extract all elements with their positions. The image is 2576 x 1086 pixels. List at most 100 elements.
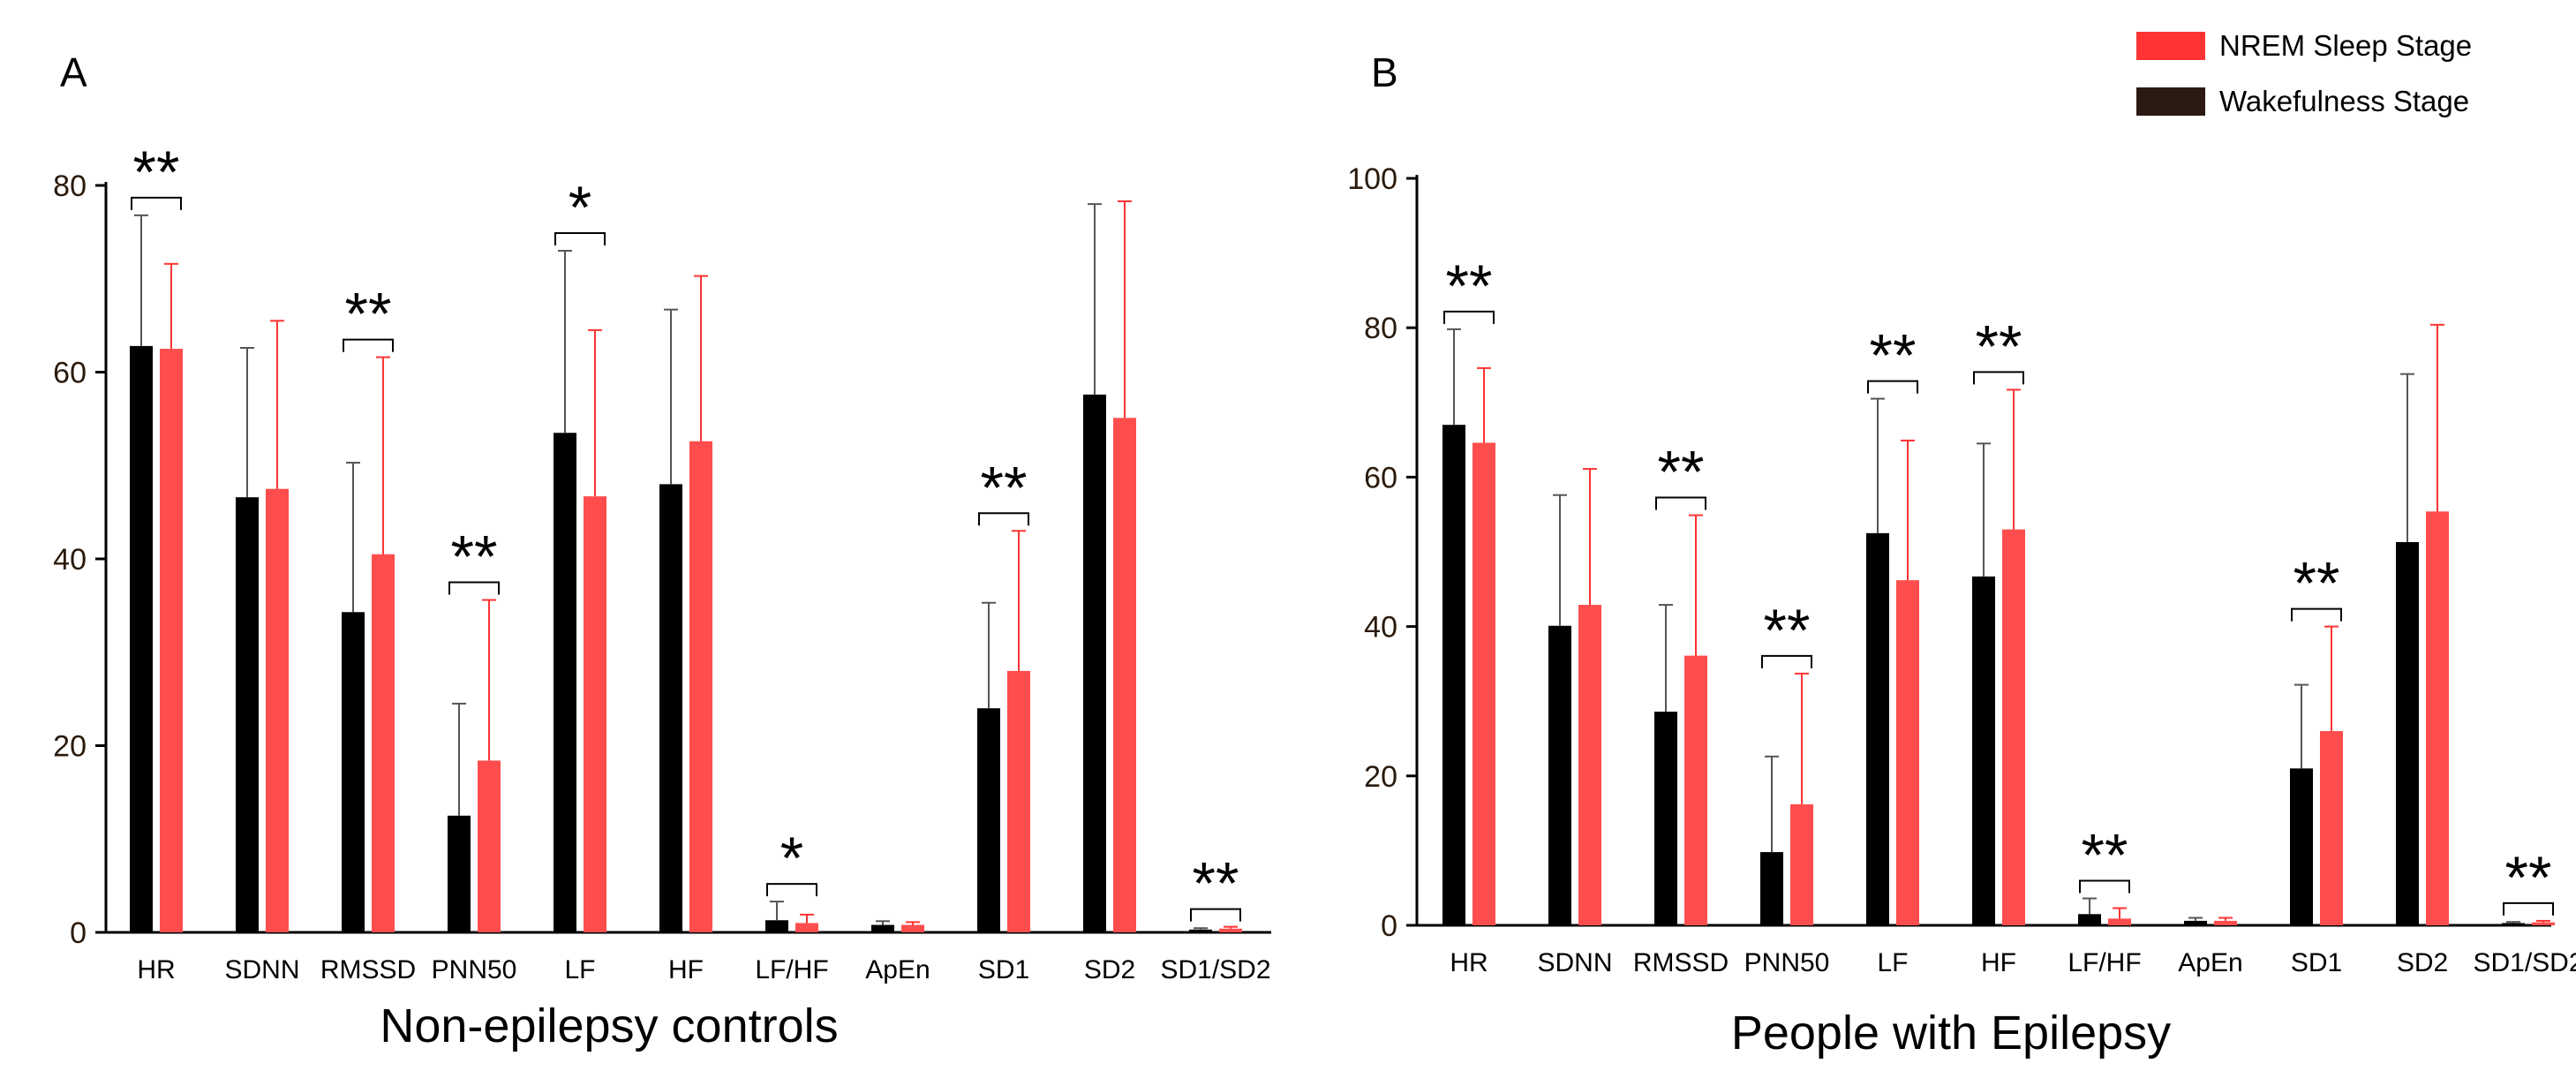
significance-label-lf: ** bbox=[1870, 322, 1917, 389]
panel-b: B 0 20 40 60 80 100 HR ** SDNN RMSSD ** PNN50 ** LF ** H… bbox=[1347, 49, 2576, 1060]
bar-nrem-sdnn bbox=[266, 488, 289, 932]
significance-label-sd1-sd2: ** bbox=[1193, 850, 1239, 917]
bar-wake-sd2 bbox=[1083, 394, 1106, 932]
legend-swatch-wake bbox=[2136, 87, 2205, 116]
bar-wake-sd1-sd2 bbox=[1189, 929, 1212, 932]
bar-nrem-rmssd bbox=[1684, 655, 1707, 925]
y-tick-label: 60 bbox=[1364, 461, 1397, 494]
y-tick-label: 20 bbox=[53, 730, 87, 764]
x-axis-title: Non-epilepsy controls bbox=[380, 999, 838, 1052]
bar-nrem-pnn50 bbox=[1790, 803, 1813, 925]
y-tick-label: 60 bbox=[53, 357, 87, 390]
bar-nrem-sd2 bbox=[1113, 418, 1136, 932]
x-tick-label: ApEn bbox=[2178, 948, 2242, 977]
significance-label-hf: ** bbox=[1976, 313, 2022, 380]
bar-nrem-hf bbox=[2002, 529, 2025, 925]
significance-bracket-sd1-sd2 bbox=[1190, 908, 1241, 922]
legend: NREM Sleep Stage Wakefulness Stage bbox=[2136, 29, 2472, 117]
x-tick-label: SD2 bbox=[1084, 955, 1135, 984]
bar-nrem-lf bbox=[1896, 580, 1919, 925]
panel-label: A bbox=[60, 49, 87, 95]
x-tick-label: SDNN bbox=[1537, 948, 1612, 977]
significance-label-pnn50: ** bbox=[1764, 597, 1811, 664]
significance-bracket-pnn50 bbox=[1761, 654, 1812, 668]
legend-label-nrem: NREM Sleep Stage bbox=[2219, 29, 2472, 62]
bar-wake-sd1 bbox=[977, 708, 1000, 932]
legend-swatch-nrem bbox=[2136, 32, 2205, 60]
x-tick-label: SD1/SD2 bbox=[2473, 948, 2576, 977]
bar-wake-rmssd bbox=[1654, 712, 1677, 925]
bar-nrem-pnn50 bbox=[478, 760, 501, 932]
panel-label: B bbox=[1371, 49, 1398, 95]
significance-label-sd1: ** bbox=[2294, 550, 2340, 617]
significance-bracket-rmssd bbox=[343, 338, 394, 352]
bar-nrem-hr bbox=[160, 349, 183, 932]
significance-label-rmssd: ** bbox=[345, 281, 392, 348]
x-tick-label: SD2 bbox=[2397, 948, 2448, 977]
significance-bracket-hf bbox=[1973, 371, 2024, 385]
panel-a: A 0 20 40 60 80 HR ** SDNN RMSSD ** PNN50 ** LF * HF LF/… bbox=[53, 49, 1271, 1052]
bar-wake-hf bbox=[1972, 576, 1995, 925]
bar-nrem-apen bbox=[2214, 920, 2237, 925]
significance-bracket-lf bbox=[1867, 380, 1918, 394]
bar-wake-sd1 bbox=[2290, 768, 2313, 925]
significance-bracket-lf-hf bbox=[766, 883, 817, 897]
x-tick-label: RMSSD bbox=[1633, 948, 1729, 977]
bar-wake-sdnn bbox=[1548, 625, 1571, 925]
x-tick-label: PNN50 bbox=[1744, 948, 1830, 977]
bar-nrem-lf-hf bbox=[2108, 918, 2131, 925]
bar-wake-lf bbox=[554, 433, 576, 932]
x-tick-label: HF bbox=[1981, 948, 2016, 977]
bar-wake-hr bbox=[130, 345, 153, 932]
bar-nrem-sd2 bbox=[2426, 511, 2449, 925]
x-tick-label: LF bbox=[1877, 948, 1908, 977]
bar-wake-sdnn bbox=[236, 497, 259, 932]
significance-bracket-pnn50 bbox=[448, 581, 500, 595]
x-tick-label: PNN50 bbox=[432, 955, 517, 984]
bar-wake-lf bbox=[1866, 532, 1889, 925]
significance-label-hr: ** bbox=[133, 139, 180, 206]
y-tick-label: 0 bbox=[1381, 909, 1397, 943]
bar-wake-rmssd bbox=[342, 612, 365, 932]
x-tick-label: HR bbox=[137, 955, 175, 984]
x-tick-label: LF/HF bbox=[755, 955, 828, 984]
x-tick-label: SDNN bbox=[224, 955, 299, 984]
significance-label-sd1: ** bbox=[981, 454, 1028, 521]
bar-wake-lf-hf bbox=[2078, 914, 2101, 925]
significance-label-rmssd: ** bbox=[1658, 439, 1705, 506]
y-tick-label: 40 bbox=[1364, 611, 1397, 645]
bar-wake-hr bbox=[1442, 425, 1465, 925]
bar-nrem-sd1-sd2 bbox=[2532, 922, 2555, 925]
bar-nrem-rmssd bbox=[372, 554, 395, 932]
bar-nrem-sd1 bbox=[1007, 670, 1030, 932]
x-tick-label: ApEn bbox=[865, 955, 930, 984]
bar-wake-apen bbox=[2184, 920, 2207, 925]
significance-bracket-sd1-sd2 bbox=[2503, 901, 2554, 916]
significance-bracket-hr bbox=[1443, 310, 1495, 324]
significance-bracket-lf-hf bbox=[2079, 879, 2130, 894]
bar-nrem-lf bbox=[584, 496, 606, 932]
significance-bracket-sd1 bbox=[2291, 607, 2342, 622]
x-tick-label: LF bbox=[564, 955, 595, 984]
y-tick-label: 20 bbox=[1364, 760, 1397, 794]
x-tick-label: HF bbox=[668, 955, 704, 984]
bar-nrem-lf-hf bbox=[795, 923, 818, 932]
y-tick-label: 80 bbox=[53, 170, 87, 203]
x-tick-label: SD1 bbox=[2291, 948, 2342, 977]
bar-wake-apen bbox=[871, 924, 894, 932]
bar-wake-sd1-sd2 bbox=[2502, 923, 2525, 925]
bar-wake-pnn50 bbox=[448, 815, 471, 932]
y-tick-label: 40 bbox=[53, 543, 87, 577]
significance-label-pnn50: ** bbox=[451, 524, 498, 591]
x-tick-label: SD1 bbox=[978, 955, 1029, 984]
y-tick-label: 0 bbox=[70, 916, 87, 950]
bar-nrem-sd1-sd2 bbox=[1219, 928, 1242, 932]
y-tick-label: 80 bbox=[1364, 312, 1397, 345]
y-tick-label: 100 bbox=[1347, 162, 1397, 196]
x-tick-label: RMSSD bbox=[320, 955, 416, 984]
significance-label-lf: * bbox=[569, 174, 591, 241]
significance-label-sd1-sd2: ** bbox=[2505, 844, 2552, 911]
significance-bracket-hr bbox=[131, 196, 182, 210]
significance-label-hr: ** bbox=[1446, 253, 1493, 320]
